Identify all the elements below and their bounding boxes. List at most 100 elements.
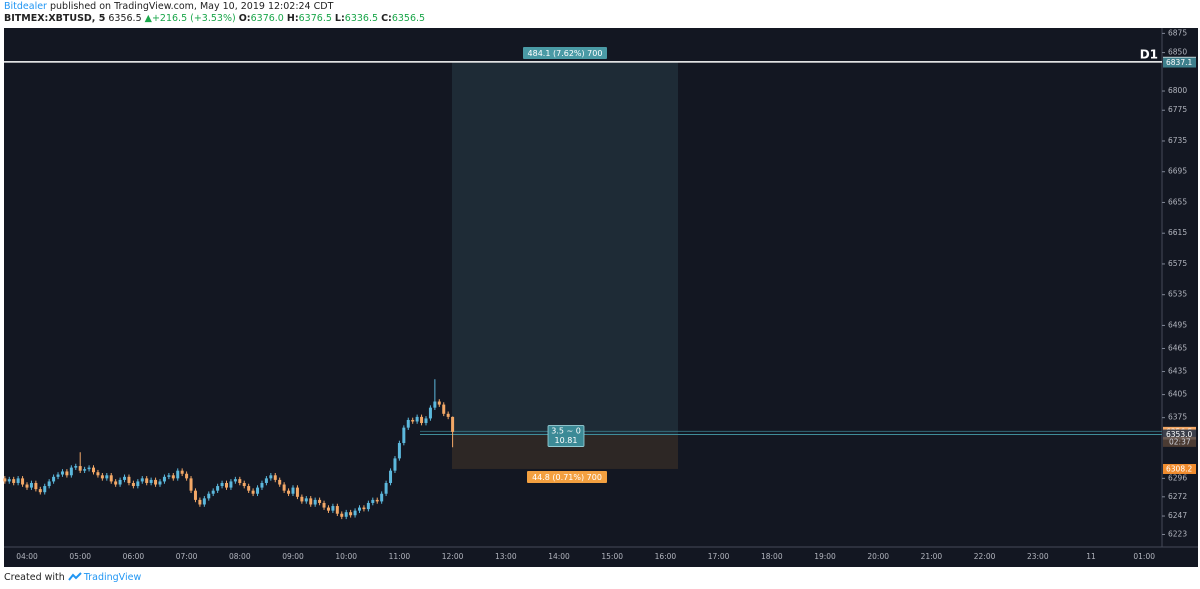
header: Bitdealer published on TradingView.com, … xyxy=(4,1,425,25)
ratio-label-bg xyxy=(547,425,585,447)
price-label-bg xyxy=(1163,429,1196,440)
candle-body xyxy=(140,478,144,482)
price-label-bg xyxy=(1163,463,1196,474)
candle-body xyxy=(393,458,397,471)
published: published on TradingView.com, May 10, 20… xyxy=(50,1,334,12)
candle-body xyxy=(87,467,91,470)
candle-body xyxy=(180,470,184,474)
candle-body xyxy=(229,481,233,488)
x-tick-label: 16:00 xyxy=(655,552,677,561)
candle-body xyxy=(366,502,370,510)
candle-body xyxy=(269,475,273,479)
y-tick-label: 6735 xyxy=(1168,136,1187,145)
candle-body xyxy=(25,484,29,488)
y-tick-label: 6535 xyxy=(1168,290,1187,299)
y-tick-label: 6775 xyxy=(1168,105,1187,114)
candle-body xyxy=(65,471,69,476)
x-tick-label: 07:00 xyxy=(176,552,198,561)
x-tick-label: 01:00 xyxy=(1133,552,1155,561)
candle-body xyxy=(247,486,251,491)
candle-body xyxy=(109,475,113,482)
y-tick-label: 6405 xyxy=(1168,390,1187,399)
chart: 6875 6850 6800 6775 6735 6695 6655 6615 6575 6535… xyxy=(3,28,1198,567)
y-tick-label: 6272 xyxy=(1168,492,1187,501)
ohlc-label: L: xyxy=(334,13,345,24)
price-label: 6353.0 xyxy=(1166,430,1192,439)
candle-body xyxy=(406,419,410,428)
y-tick-label: 6296 xyxy=(1168,473,1187,482)
x-tick-label: 23:00 xyxy=(1027,552,1049,561)
y-tick-label: 6800 xyxy=(1168,86,1187,95)
countdown-bg xyxy=(1163,436,1196,447)
candle-body xyxy=(162,476,166,482)
candle-body xyxy=(295,487,299,497)
y-tick-label: 6465 xyxy=(1168,343,1187,352)
y-tick-label: 6615 xyxy=(1168,228,1187,237)
candle-body xyxy=(100,475,104,479)
candle-body xyxy=(375,499,379,502)
candle-body xyxy=(260,482,264,488)
footer-brand[interactable]: TradingView xyxy=(83,572,142,583)
candle-body xyxy=(118,479,122,485)
ohlc-value: 6336.5 xyxy=(344,13,379,24)
change-arrow: ▲ xyxy=(144,13,152,24)
ohlc-label: C: xyxy=(381,13,392,24)
candle-body xyxy=(154,479,158,485)
candle-body xyxy=(446,413,450,417)
candle-body xyxy=(331,506,335,511)
candle-body xyxy=(34,482,38,490)
candle-body xyxy=(424,418,428,424)
y-tick-label: 6695 xyxy=(1168,167,1187,176)
candle-body xyxy=(326,507,330,511)
y-tick-label: 6495 xyxy=(1168,320,1187,329)
candle-body xyxy=(43,486,47,493)
candle-body xyxy=(193,490,197,500)
candle-body xyxy=(96,472,100,476)
candle-body xyxy=(47,481,51,487)
horizontal-line-label: D1 xyxy=(1140,47,1158,61)
candle-body xyxy=(207,493,211,499)
candle-body xyxy=(69,467,73,476)
candle-body xyxy=(256,487,260,494)
candle-body xyxy=(300,496,304,502)
footer: Created with TradingView xyxy=(4,571,141,583)
candle-body xyxy=(74,466,78,468)
candle-body xyxy=(171,475,175,479)
candle-body xyxy=(149,479,153,483)
candle-body xyxy=(131,482,135,487)
countdown: 02:37 xyxy=(1169,437,1191,446)
x-tick-label: 22:00 xyxy=(974,552,996,561)
candle-body xyxy=(353,510,357,516)
candle-body xyxy=(349,512,353,516)
y-tick-label: 6375 xyxy=(1168,413,1187,422)
candle-body xyxy=(340,513,344,517)
publisher[interactable]: Bitdealer xyxy=(4,1,47,12)
x-tick-label: 19:00 xyxy=(814,552,836,561)
x-tick-label: 14:00 xyxy=(548,552,570,561)
x-tick-label: 10:00 xyxy=(335,552,357,561)
candle-body xyxy=(242,482,246,487)
y-tick-label: 6575 xyxy=(1168,259,1187,268)
logo xyxy=(68,572,82,581)
symbol: BITMEX:XBTUSD, 5 xyxy=(4,13,106,24)
candle-body xyxy=(167,475,171,477)
candle-body xyxy=(225,482,228,488)
x-tick-label: 05:00 xyxy=(69,552,91,561)
candle-body xyxy=(304,498,308,502)
candle-body xyxy=(12,479,16,483)
candle-body xyxy=(415,416,419,422)
candle-body xyxy=(52,476,56,482)
y-tick-label: 6435 xyxy=(1168,367,1187,376)
price-label-bg xyxy=(1163,57,1196,68)
price-label: 6308.2 xyxy=(1166,464,1192,473)
x-tick-label: 17:00 xyxy=(708,552,730,561)
candle-body xyxy=(136,481,140,487)
candle-body xyxy=(384,482,388,494)
candle-body xyxy=(233,479,237,482)
candle-body xyxy=(287,490,291,494)
candle-body xyxy=(216,486,220,491)
candle-body xyxy=(38,489,42,493)
candle-body xyxy=(189,478,193,491)
x-tick-label: 12:00 xyxy=(442,552,464,561)
stop-label-bg xyxy=(527,470,607,483)
